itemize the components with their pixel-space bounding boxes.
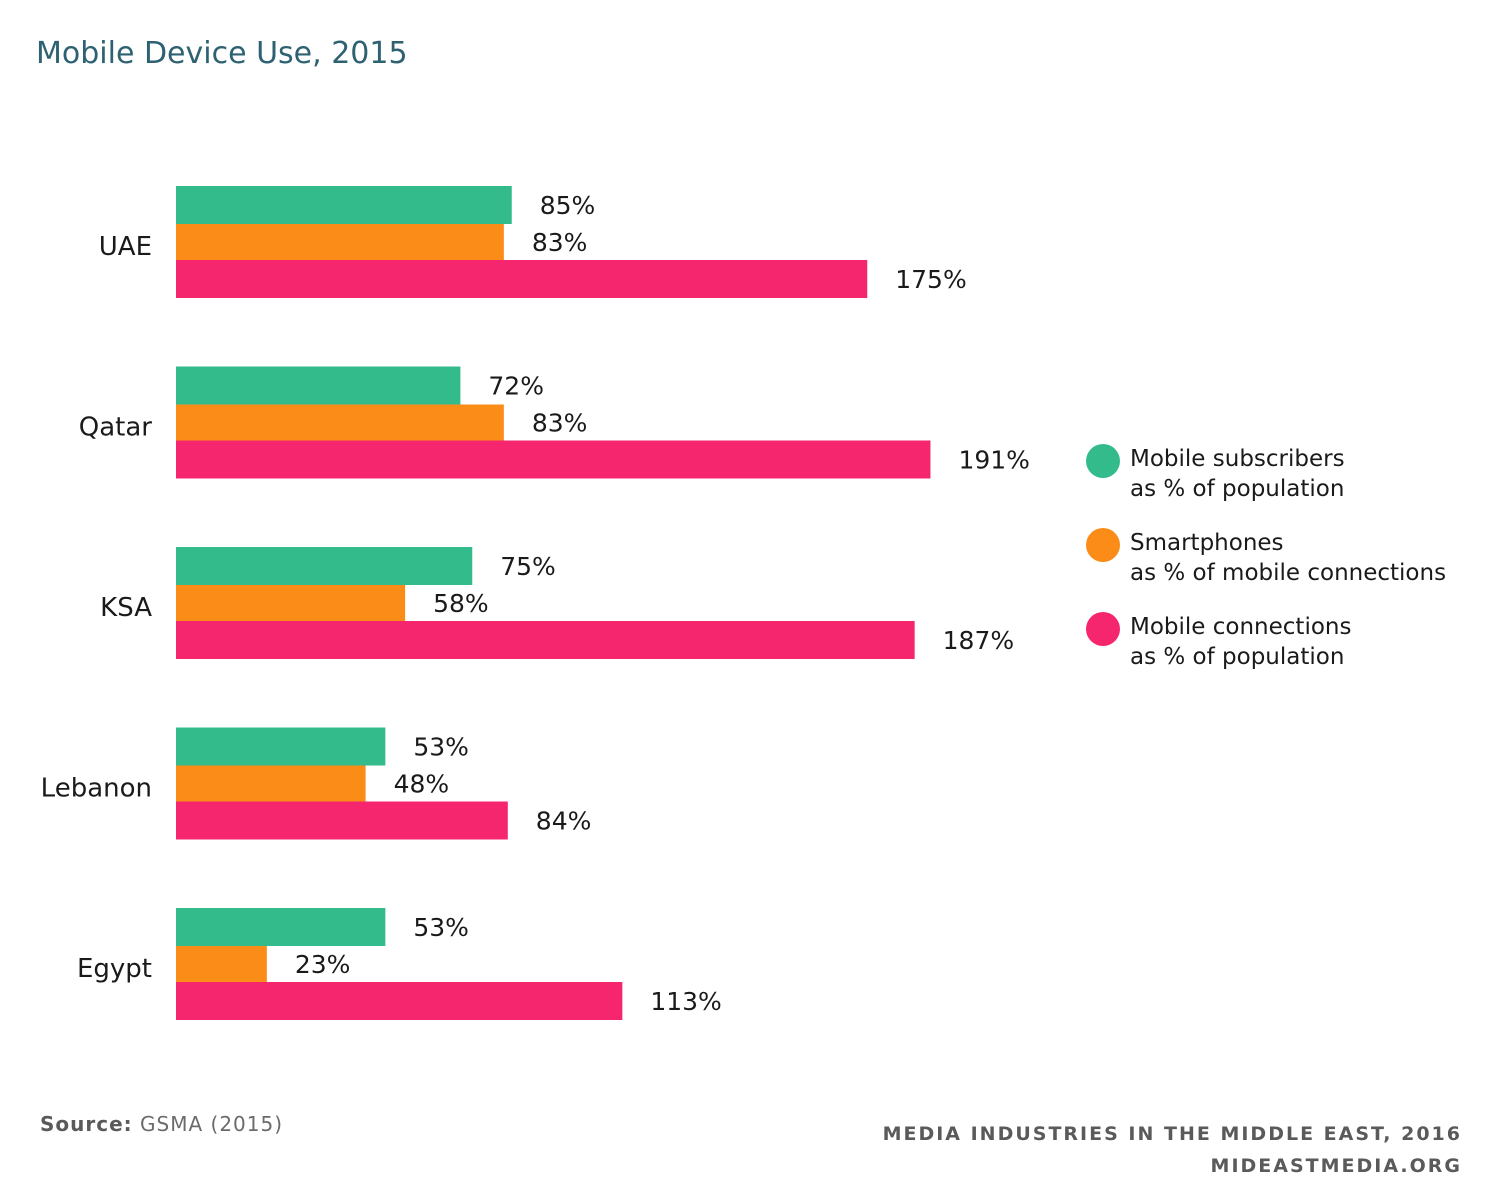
category-label-egypt: Egypt — [77, 954, 152, 984]
value-label-qatar-series-2: 83% — [532, 409, 588, 438]
value-label-ksa-series-3: 187% — [943, 626, 1014, 655]
legend-item-connections: Mobile connections as % of population — [1086, 610, 1496, 694]
bar-lebanon-series-3 — [176, 801, 508, 840]
legend-label-line1: Smartphones — [1130, 530, 1284, 556]
legend-swatch-subscribers — [1086, 444, 1120, 478]
footer-publication: MEDIA INDUSTRIES IN THE MIDDLE EAST, 201… — [882, 1123, 1462, 1145]
bar-uae-series-1 — [176, 186, 512, 224]
bar-egypt-series-3 — [176, 982, 623, 1020]
legend-label: Mobile subscribers as % of population — [1130, 444, 1345, 504]
legend-label-line2: as % of mobile connections — [1130, 560, 1447, 586]
legend-item-subscribers: Mobile subscribers as % of population — [1086, 442, 1496, 526]
bar-uae-series-3 — [176, 260, 868, 298]
bar-qatar-series-2 — [176, 404, 504, 441]
category-label-uae: UAE — [99, 232, 152, 262]
source-note: Source: GSMA (2015) — [40, 1112, 283, 1136]
value-label-lebanon-series-2: 48% — [394, 770, 450, 799]
value-label-lebanon-series-1: 53% — [413, 733, 469, 762]
footer-credit: MEDIA INDUSTRIES IN THE MIDDLE EAST, 201… — [883, 1118, 1462, 1182]
value-label-lebanon-series-3: 84% — [536, 807, 592, 836]
bar-uae-series-2 — [176, 224, 504, 260]
legend-item-smartphones: Smartphones as % of mobile connections — [1086, 526, 1496, 610]
value-label-qatar-series-3: 191% — [958, 446, 1029, 475]
value-label-egypt-series-1: 53% — [413, 913, 469, 942]
legend-swatch-smartphones — [1086, 528, 1120, 562]
footer-website: MIDEASTMEDIA.ORG — [1210, 1155, 1462, 1177]
bar-ksa-series-3 — [176, 621, 915, 659]
bar-qatar-series-1 — [176, 366, 461, 405]
bar-egypt-series-2 — [176, 946, 267, 982]
value-label-qatar-series-1: 72% — [488, 372, 544, 401]
value-label-uae-series-3: 175% — [895, 265, 966, 294]
category-label-ksa: KSA — [100, 593, 152, 623]
legend-label-line1: Mobile subscribers — [1130, 446, 1345, 472]
bar-lebanon-series-1 — [176, 727, 386, 766]
legend-label-line2: as % of population — [1130, 644, 1345, 670]
legend-label-line1: Mobile connections — [1130, 614, 1352, 640]
legend-label-line2: as % of population — [1130, 476, 1345, 502]
legend-label: Mobile connections as % of population — [1130, 612, 1351, 672]
bar-egypt-series-1 — [176, 908, 386, 946]
legend-label: Smartphones as % of mobile connections — [1130, 528, 1446, 588]
value-label-uae-series-2: 83% — [532, 228, 588, 257]
bar-ksa-series-1 — [176, 547, 473, 585]
bar-lebanon-series-2 — [176, 765, 366, 802]
legend: Mobile subscribers as % of population Sm… — [1086, 442, 1496, 694]
value-label-egypt-series-2: 23% — [295, 950, 351, 979]
source-text: GSMA (2015) — [140, 1112, 284, 1136]
source-label: Source: — [40, 1112, 133, 1136]
bar-ksa-series-2 — [176, 585, 406, 621]
value-label-uae-series-1: 85% — [540, 191, 596, 220]
value-label-egypt-series-3: 113% — [650, 987, 721, 1016]
value-label-ksa-series-1: 75% — [500, 552, 556, 581]
category-label-lebanon: Lebanon — [41, 774, 152, 804]
legend-swatch-connections — [1086, 612, 1120, 646]
chart-title: Mobile Device Use, 2015 — [36, 36, 408, 71]
bar-qatar-series-3 — [176, 440, 931, 479]
category-label-qatar: Qatar — [79, 413, 153, 443]
value-label-ksa-series-2: 58% — [433, 589, 489, 618]
